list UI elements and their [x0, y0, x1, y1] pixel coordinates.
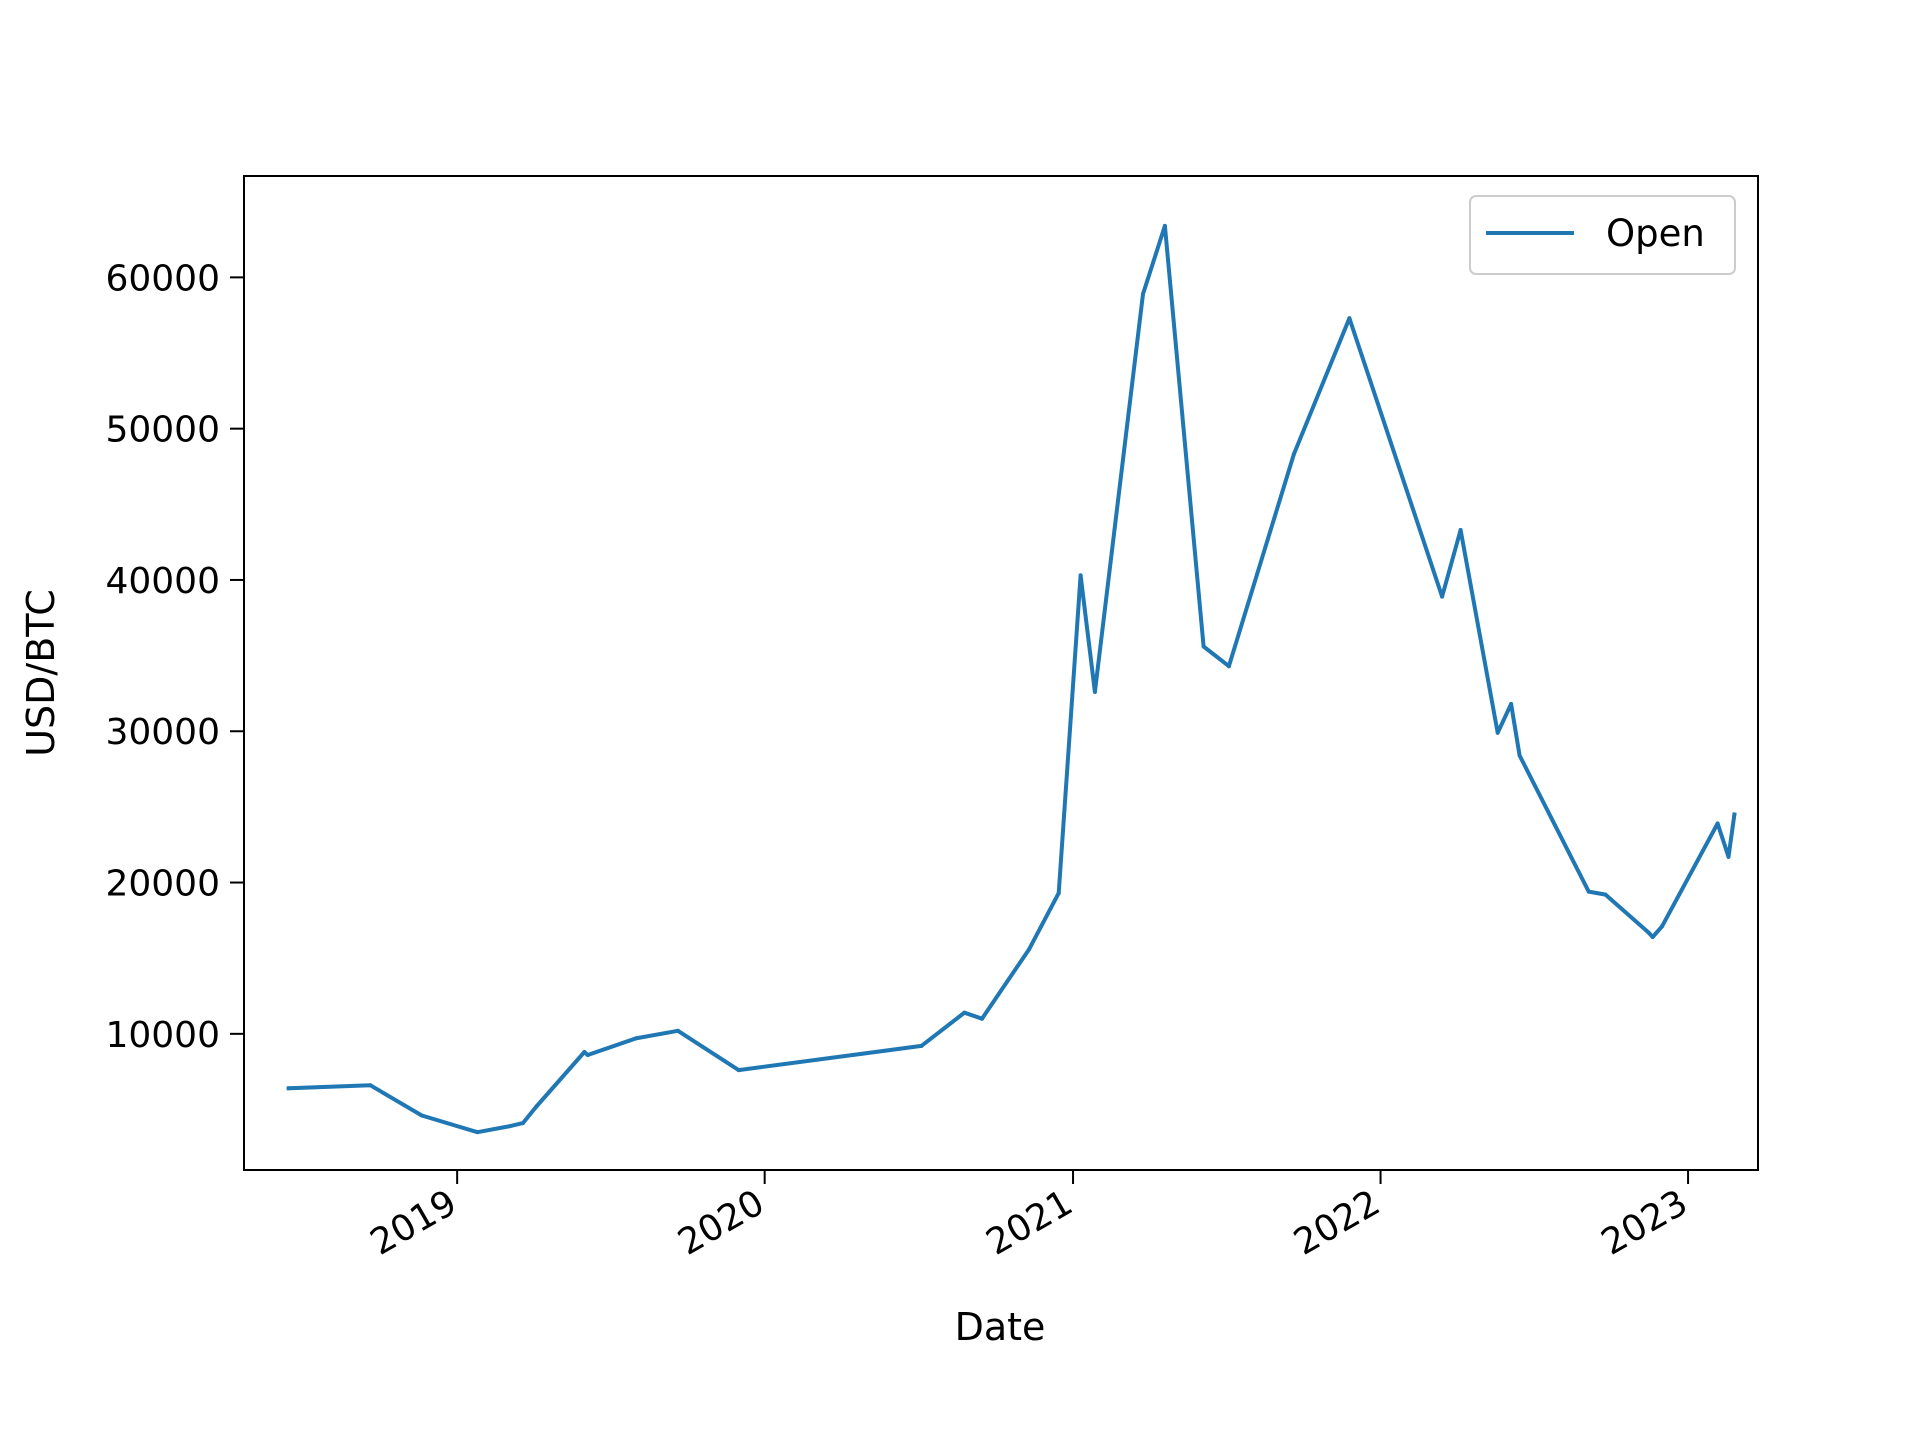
data-point: [1201, 644, 1206, 649]
data-point: [1517, 753, 1522, 758]
data-points: [286, 223, 1737, 1135]
data-point: [919, 1043, 924, 1048]
data-point: [1659, 924, 1664, 929]
data-point: [286, 1086, 291, 1091]
y-tick-label: 60000: [105, 258, 220, 299]
data-point: [980, 1016, 985, 1021]
data-point: [1726, 854, 1731, 859]
data-point: [1715, 821, 1720, 826]
data-point: [1226, 664, 1231, 669]
data-point: [1078, 573, 1083, 578]
data-point: [1440, 594, 1445, 599]
data-point: [520, 1121, 525, 1126]
y-axis-label: USD/BTC: [19, 589, 63, 757]
series-line-open: [286, 223, 1737, 1135]
legend-label-open: Open: [1606, 212, 1705, 255]
data-point: [534, 1104, 539, 1109]
data-point: [1509, 702, 1514, 707]
y-tick-label: 20000: [105, 864, 220, 905]
y-tick-label: 10000: [105, 1015, 220, 1056]
data-point: [1291, 452, 1296, 457]
data-point: [1140, 292, 1145, 297]
y-tick-label: 40000: [105, 561, 220, 602]
y-tick-label: 30000: [105, 712, 220, 753]
data-point: [633, 1036, 638, 1041]
data-point: [1027, 947, 1032, 952]
data-point: [1603, 892, 1608, 897]
y-axis: 10000 20000 30000 40000 50000 60000: [105, 258, 244, 1056]
data-point: [1458, 528, 1463, 533]
data-point: [736, 1068, 741, 1073]
data-point: [419, 1113, 424, 1118]
data-point: [1347, 316, 1352, 321]
data-point: [1056, 891, 1061, 896]
data-point: [675, 1028, 680, 1033]
plot-area-frame: [243, 175, 1759, 1171]
data-point: [1650, 935, 1655, 940]
data-point: [1092, 689, 1097, 694]
legend: Open: [1469, 195, 1736, 275]
data-point: [1495, 730, 1500, 735]
data-point: [582, 1049, 587, 1054]
data-point: [475, 1130, 480, 1135]
data-point: [368, 1083, 373, 1088]
data-point: [1162, 223, 1167, 228]
x-axis-label: Date: [955, 1305, 1046, 1349]
data-point: [585, 1053, 590, 1058]
data-point: [1586, 889, 1591, 894]
y-tick-label: 50000: [105, 410, 220, 451]
data-point: [1646, 930, 1651, 935]
data-point: [1732, 812, 1737, 817]
legend-box: [1469, 195, 1736, 275]
data-point: [962, 1010, 967, 1015]
data-point: [508, 1124, 513, 1129]
